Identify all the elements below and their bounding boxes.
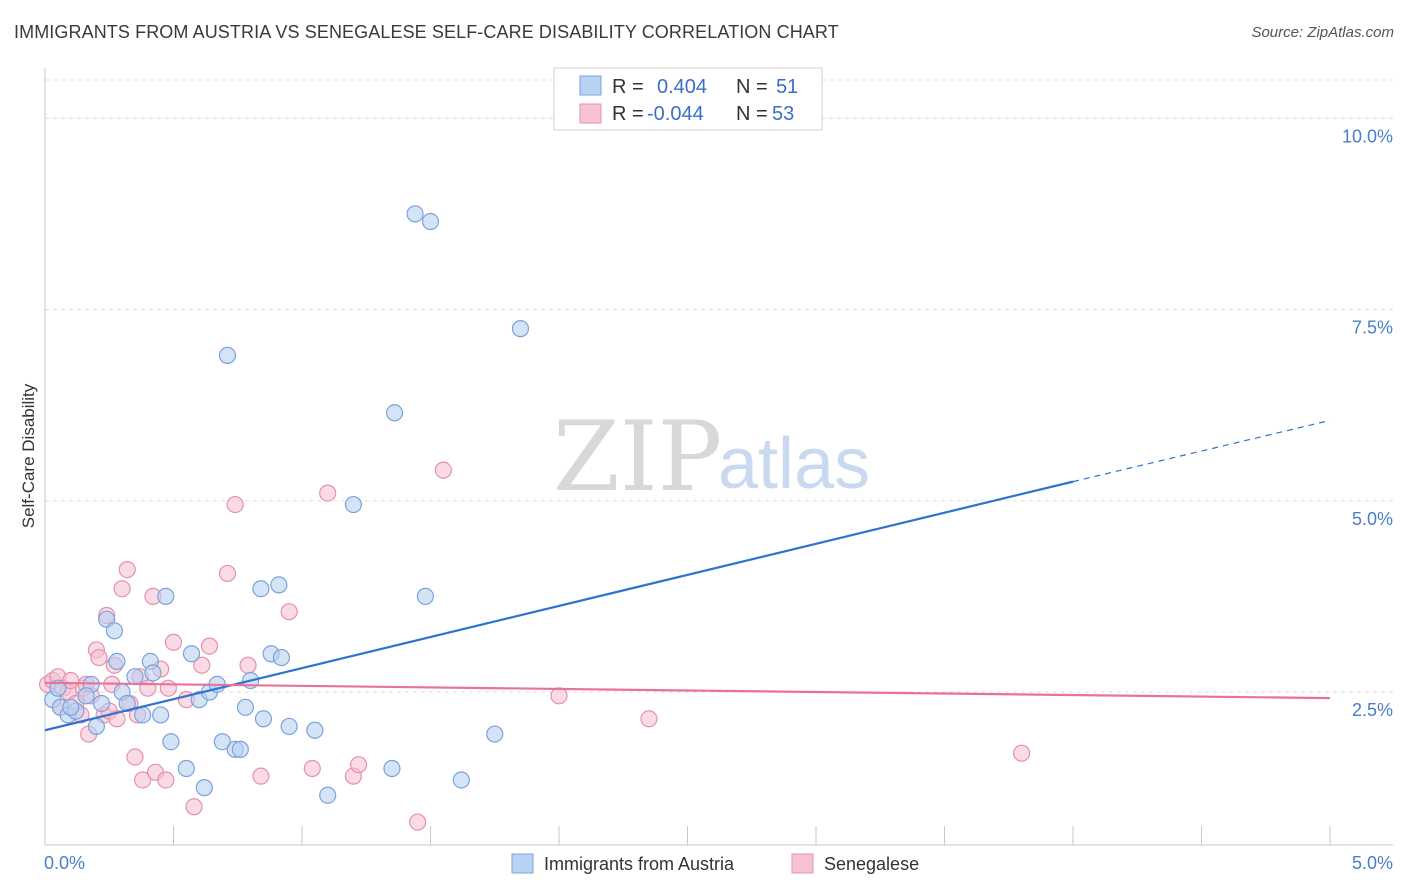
- data-points: [38, 205, 1031, 831]
- x-tick-label-min: 0.0%: [44, 853, 85, 873]
- legend-r-value-senegalese: -0.044: [647, 103, 704, 125]
- point-austria: [416, 587, 434, 605]
- point-senegalese: [239, 656, 257, 674]
- bottom-legend-swatch-senegalese: [791, 853, 814, 874]
- point-austria: [134, 706, 152, 724]
- point-senegalese: [113, 580, 131, 598]
- point-senegalese: [90, 648, 108, 667]
- point-austria: [177, 759, 195, 778]
- legend-n-label-senegalese: N =: [736, 103, 768, 125]
- point-senegalese: [303, 759, 321, 778]
- point-austria: [87, 717, 106, 736]
- point-senegalese: [434, 461, 452, 479]
- watermark-zip: ZIP: [553, 401, 722, 513]
- point-austria: [486, 725, 504, 743]
- trend-line-austria-extension: [1072, 419, 1331, 483]
- point-austria: [383, 759, 401, 778]
- trend-line-austria: [44, 480, 1074, 732]
- bottom-legend-label-senegalese: Senegalese: [824, 854, 919, 874]
- point-austria: [213, 733, 231, 751]
- grid-lines: [45, 79, 1393, 693]
- bottom-legend-label-austria: Immigrants from Austria: [544, 854, 735, 874]
- point-austria: [272, 648, 291, 667]
- point-austria: [105, 622, 123, 640]
- point-austria: [306, 721, 324, 739]
- chart-title: IMMIGRANTS FROM AUSTRIA VS SENEGALESE SE…: [14, 22, 839, 42]
- legend-n-label-austria: N =: [736, 76, 768, 98]
- y-axis-title: Self-Care Disability: [19, 383, 38, 528]
- point-senegalese: [550, 687, 568, 705]
- axes: [44, 68, 1393, 846]
- point-senegalese: [252, 767, 270, 785]
- x-tick-label-max: 5.0%: [1352, 853, 1393, 873]
- point-senegalese: [159, 679, 177, 697]
- point-austria: [236, 698, 255, 716]
- point-senegalese: [200, 637, 219, 655]
- point-senegalese: [280, 603, 298, 621]
- point-austria: [162, 733, 180, 751]
- point-senegalese: [139, 679, 157, 697]
- point-austria: [195, 779, 213, 797]
- point-austria: [92, 694, 111, 713]
- legend-n-value-austria: 51: [776, 76, 798, 98]
- point-senegalese: [226, 495, 244, 514]
- point-senegalese: [126, 748, 144, 766]
- point-senegalese: [193, 656, 211, 674]
- point-austria: [344, 495, 362, 514]
- watermark-atlas: atlas: [718, 424, 870, 504]
- point-austria: [231, 740, 249, 758]
- point-austria: [182, 645, 201, 663]
- y-tick-label-7-5: 7.5%: [1352, 318, 1393, 338]
- point-senegalese: [164, 633, 183, 651]
- y-tick-label-10-0: 10.0%: [1342, 126, 1393, 146]
- point-senegalese: [349, 756, 368, 774]
- point-austria: [406, 205, 424, 223]
- legend-swatch-senegalese: [579, 103, 602, 124]
- point-senegalese: [319, 484, 337, 502]
- point-austria: [452, 771, 470, 789]
- legend-r-label-austria: R =: [612, 76, 644, 98]
- y-tick-label-2-5: 2.5%: [1352, 700, 1393, 720]
- point-senegalese: [134, 771, 152, 789]
- bottom-legend-swatch-austria: [511, 853, 534, 874]
- point-senegalese: [218, 564, 237, 583]
- point-austria: [421, 212, 440, 231]
- point-austria: [62, 698, 80, 716]
- point-senegalese: [409, 813, 427, 831]
- point-austria: [511, 320, 530, 338]
- point-austria: [252, 580, 270, 598]
- point-senegalese: [640, 710, 658, 728]
- point-austria: [157, 587, 175, 605]
- legend-swatch-austria: [579, 75, 602, 96]
- legend-r-label-senegalese: R =: [612, 103, 644, 125]
- point-senegalese: [185, 798, 203, 816]
- point-austria: [77, 687, 95, 705]
- point-austria: [108, 652, 126, 671]
- legend-r-value-austria: 0.404: [657, 76, 707, 98]
- y-tick-label-5-0: 5.0%: [1352, 509, 1393, 529]
- legend-n-value-senegalese: 53: [772, 103, 794, 125]
- point-austria: [218, 346, 237, 364]
- point-senegalese: [1012, 744, 1031, 762]
- point-senegalese: [157, 771, 175, 789]
- point-austria: [126, 668, 144, 686]
- point-austria: [280, 717, 298, 736]
- source-label: Source: ZipAtlas.com: [1251, 24, 1394, 41]
- point-austria: [270, 576, 288, 594]
- point-austria: [152, 706, 170, 724]
- point-austria: [144, 664, 162, 682]
- point-austria: [319, 786, 337, 804]
- trend-line-senegalese: [44, 681, 1331, 700]
- point-senegalese: [118, 560, 136, 579]
- point-austria: [49, 679, 67, 697]
- correlation-legend: R = 0.404 N = 51 R = -0.044 N = 53: [553, 67, 823, 131]
- series-legend: Immigrants from Austria Senegalese: [511, 853, 919, 874]
- trend-lines: [44, 419, 1331, 732]
- point-austria: [254, 710, 273, 728]
- point-austria: [385, 404, 404, 422]
